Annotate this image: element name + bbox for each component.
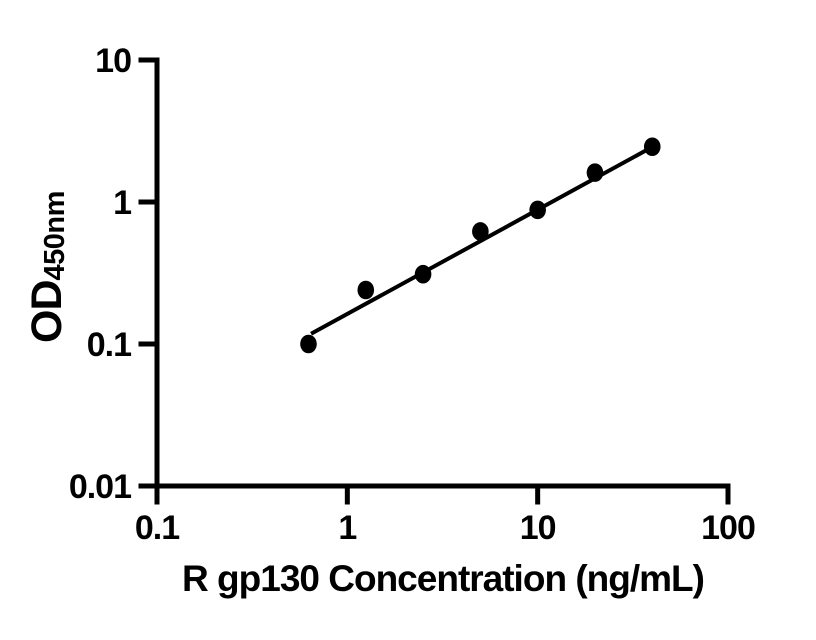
data-point: [357, 280, 375, 300]
axis-spines: [154, 60, 728, 489]
data-point: [300, 334, 317, 354]
y-tick-label: 10: [95, 42, 131, 80]
data-point: [586, 163, 604, 182]
y-axis-title-subscript: 450nm: [39, 191, 71, 281]
data-point: [529, 200, 546, 220]
data-point: [414, 264, 432, 284]
y-axis-title-main: OD: [23, 280, 71, 343]
x-tick-label: 10: [520, 509, 556, 547]
data-point: [472, 222, 489, 241]
y-tick-label: 0.1: [87, 326, 131, 364]
x-tick-label: 100: [701, 509, 755, 547]
y-axis-title: OD450nm: [22, 127, 72, 407]
x-axis-title: R gp130 Concentration (ng/mL): [182, 558, 705, 599]
x-tick-label: 0.1: [135, 509, 179, 547]
y-tick-label: 1: [113, 184, 131, 222]
x-tick-label: 1: [338, 509, 356, 547]
y-tick-label: 0.01: [69, 468, 131, 506]
data-point: [643, 137, 661, 157]
